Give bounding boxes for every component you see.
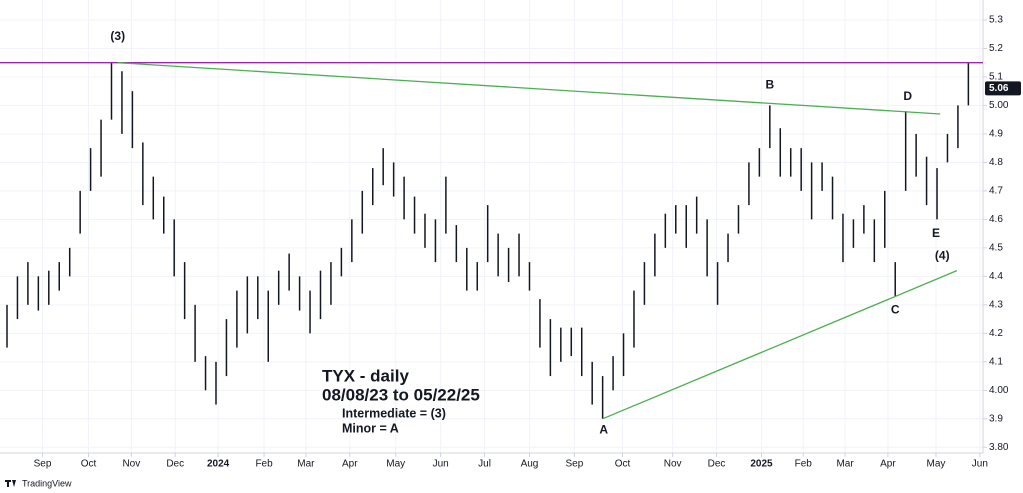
x-tick-label: Dec xyxy=(708,459,726,470)
x-tick-label: Oct xyxy=(615,459,631,470)
x-tick-label: Dec xyxy=(166,459,184,470)
x-tick-label: May xyxy=(927,459,946,470)
x-tick-label: Feb xyxy=(255,459,273,470)
y-tick-label: 4.4 xyxy=(989,271,1003,282)
brand-logo xyxy=(5,480,16,487)
x-tick-label: Sep xyxy=(566,459,584,470)
y-tick-label: 4.2 xyxy=(989,328,1003,339)
x-tick-label: 2024 xyxy=(207,459,230,470)
x-tick-label: Mar xyxy=(297,459,315,470)
y-tick-label: 4.8 xyxy=(989,157,1003,168)
brand: TradingView xyxy=(22,478,72,488)
wave-label: E xyxy=(932,226,940,240)
wave-label: D xyxy=(903,89,912,103)
x-tick-label: Jul xyxy=(478,459,491,470)
x-tick-label: Feb xyxy=(795,459,813,470)
x-tick-label: Apr xyxy=(880,459,896,470)
x-tick-label: Jun xyxy=(972,459,988,470)
trend-line xyxy=(602,270,958,420)
wave-label: (3) xyxy=(110,29,125,43)
y-tick-label: 4.7 xyxy=(989,186,1003,197)
grid xyxy=(0,0,983,453)
y-tick-label: 5.00 xyxy=(989,100,1009,111)
x-tick-label: Oct xyxy=(81,459,97,470)
trend-line xyxy=(117,62,941,115)
wave-label: A xyxy=(599,422,608,436)
y-tick-label: 4.00 xyxy=(989,385,1009,396)
x-tick-label: Aug xyxy=(521,459,539,470)
x-tick-label: Apr xyxy=(342,459,358,470)
y-tick-label: 5.1 xyxy=(989,72,1003,83)
y-tick-label: 3.80 xyxy=(989,442,1009,453)
y-tick-label: 4.1 xyxy=(989,356,1003,367)
y-tick-label: 4.9 xyxy=(989,129,1003,140)
note: Minor = A xyxy=(342,421,399,435)
y-tick-label: 5.2 xyxy=(989,43,1003,54)
wave-label: B xyxy=(765,78,774,92)
x-tick-label: Jun xyxy=(433,459,449,470)
x-tick-label: Sep xyxy=(34,459,52,470)
chart-title: TYX - daily xyxy=(322,366,409,385)
y-tick-label: 4.3 xyxy=(989,299,1003,310)
y-tick-label: 4.6 xyxy=(989,214,1003,225)
x-tick-label: 2025 xyxy=(750,459,773,470)
x-tick-label: Nov xyxy=(122,459,140,470)
y-tick-label: 4.5 xyxy=(989,243,1003,254)
x-tick-label: May xyxy=(386,459,405,470)
x-tick-label: Nov xyxy=(664,459,682,470)
wave-label: C xyxy=(891,303,900,317)
last-price-box xyxy=(985,81,1021,96)
plot xyxy=(6,62,970,419)
y-tick-label: 5.3 xyxy=(989,15,1003,26)
note: Intermediate = (3) xyxy=(342,406,446,420)
chart-subtitle: 08/08/23 to 05/22/25 xyxy=(322,385,480,404)
wave-label: (4) xyxy=(935,249,950,263)
y-tick-label: 3.9 xyxy=(989,413,1003,424)
x-tick-label: Mar xyxy=(836,459,854,470)
last-price-label: 5.06 xyxy=(989,83,1009,94)
